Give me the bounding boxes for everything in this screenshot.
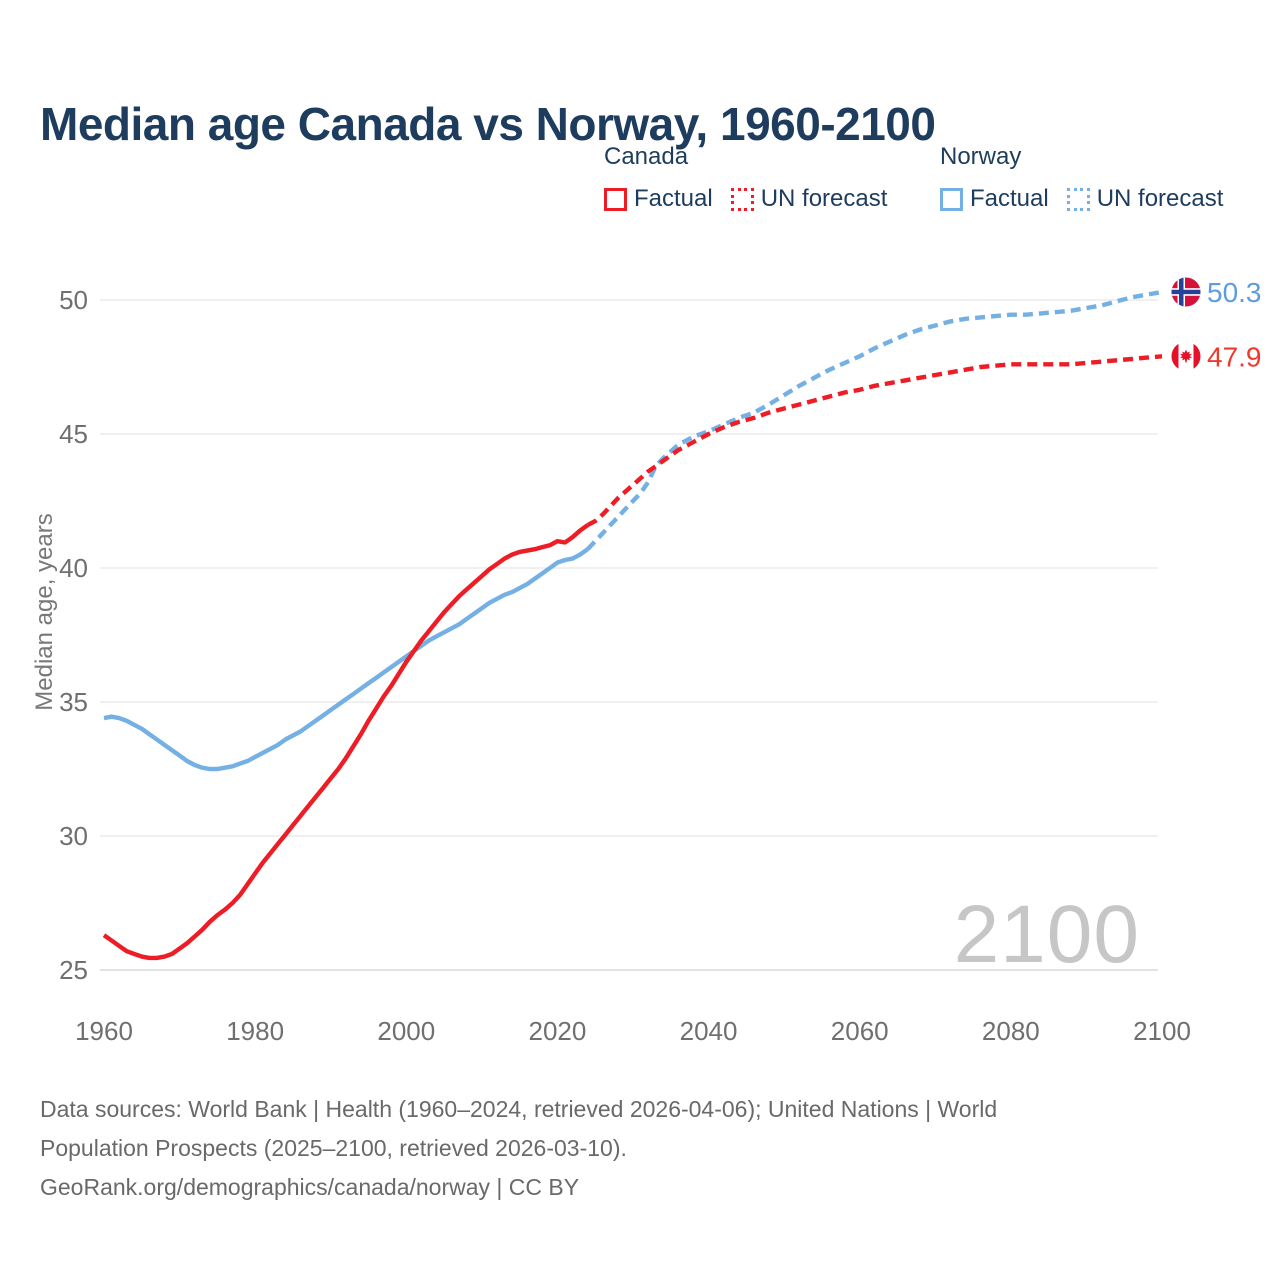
- footer-line-attribution: GeoRank.org/demographics/canada/norway |…: [40, 1174, 580, 1200]
- legend-swatch-solid-red: [604, 187, 627, 211]
- legend-row: Factual UN forecast: [940, 185, 1241, 213]
- legend-item-norway-factual[interactable]: Factual: [940, 185, 1049, 213]
- x-tick-label: 2000: [377, 1016, 435, 1046]
- footer: Data sources: World Bank | Health (1960–…: [40, 1090, 1180, 1207]
- legend-group-canada: Canada Factual UN forecast: [604, 142, 905, 213]
- legend-swatch-dotted-red: [730, 187, 754, 211]
- legend-item-label: UN forecast: [760, 185, 888, 212]
- y-tick-label: 25: [59, 955, 88, 985]
- legend-swatch-dotted-blue: [1066, 187, 1090, 211]
- y-axis-title: Median age, years: [31, 513, 58, 711]
- series-norway-factual: [103, 547, 589, 772]
- x-tick-label: 1960: [75, 1016, 133, 1046]
- legend-item-norway-forecast[interactable]: UN forecast: [1066, 185, 1224, 213]
- series-canada-forecast: [586, 354, 1163, 528]
- legend-item-label: UN forecast: [1096, 185, 1224, 212]
- series-canada-factual: [102, 523, 589, 961]
- y-tick-label: 50: [59, 285, 88, 315]
- legend-group-title: Canada: [604, 143, 689, 170]
- legend-swatch-solid-blue: [940, 187, 963, 211]
- x-tick-label: 1980: [226, 1016, 284, 1046]
- legend-item-label: Factual: [970, 185, 1049, 212]
- year-watermark: 2100: [953, 889, 1140, 980]
- x-tick-label: 2080: [982, 1016, 1040, 1046]
- legend-item-label: Factual: [634, 185, 713, 212]
- y-tick-label: 45: [59, 419, 88, 449]
- footer-line-datasources: Data sources: World Bank | Health (1960–…: [40, 1096, 998, 1122]
- series-norway-forecast: [586, 289, 1163, 551]
- legend-item-canada-forecast[interactable]: UN forecast: [730, 185, 888, 213]
- y-tick-label: 40: [59, 553, 88, 583]
- legend-row: Factual UN forecast: [604, 185, 905, 213]
- legend-item-canada-factual[interactable]: Factual: [604, 185, 713, 213]
- end-value-label-canada: 47.9: [1207, 341, 1262, 372]
- page-title: Median age Canada vs Norway, 1960-2100: [40, 97, 936, 150]
- norway-flag-icon: [1171, 277, 1201, 307]
- canada-flag-icon: [1171, 341, 1201, 371]
- end-value-label-norway: 50.3: [1207, 277, 1262, 308]
- x-tick-label: 2100: [1133, 1016, 1191, 1046]
- x-tick-label: 2040: [680, 1016, 738, 1046]
- footer-line-datasources-2: Population Prospects (2025–2100, retriev…: [40, 1135, 627, 1161]
- legend-group-title: Norway: [940, 143, 1022, 170]
- y-tick-label: 35: [59, 687, 88, 717]
- x-tick-label: 2060: [831, 1016, 889, 1046]
- x-tick-label: 2020: [529, 1016, 587, 1046]
- y-tick-label: 30: [59, 821, 88, 851]
- legend-group-norway: Norway Factual UN forecast: [940, 142, 1241, 213]
